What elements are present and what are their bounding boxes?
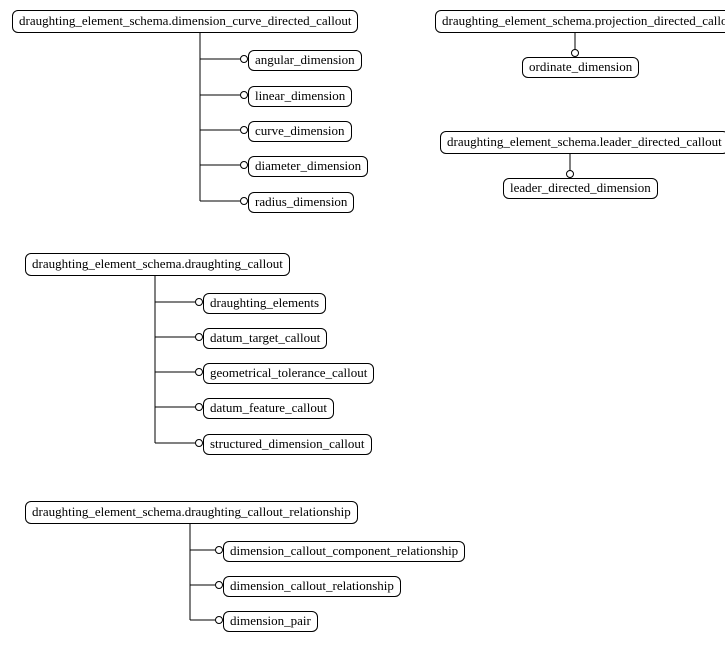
tree3-child: leader_directed_dimension <box>503 178 658 199</box>
connector-lines <box>0 0 725 664</box>
tree1-child-0: angular_dimension <box>248 50 362 71</box>
tree5-child-1: dimension_callout_relationship <box>223 576 401 597</box>
tree1-child-3: diameter_dimension <box>248 156 368 177</box>
tree5-child-2: dimension_pair <box>223 611 318 632</box>
tree1-child-4: radius_dimension <box>248 192 354 213</box>
tree1-parent: draughting_element_schema.dimension_curv… <box>12 10 358 33</box>
tree5-child-0: dimension_callout_component_relationship <box>223 541 465 562</box>
tree4-child-2: geometrical_tolerance_callout <box>203 363 374 384</box>
tree4-child-0: draughting_elements <box>203 293 326 314</box>
tree4-child-4: structured_dimension_callout <box>203 434 372 455</box>
tree1-child-2: curve_dimension <box>248 121 352 142</box>
tree2-parent: draughting_element_schema.projection_dir… <box>435 10 725 33</box>
tree4-parent: draughting_element_schema.draughting_cal… <box>25 253 290 276</box>
tree5-parent: draughting_element_schema.draughting_cal… <box>25 501 358 524</box>
tree4-child-1: datum_target_callout <box>203 328 327 349</box>
tree1-child-1: linear_dimension <box>248 86 352 107</box>
tree3-parent: draughting_element_schema.leader_directe… <box>440 131 725 154</box>
tree4-child-3: datum_feature_callout <box>203 398 334 419</box>
tree2-child: ordinate_dimension <box>522 57 639 78</box>
